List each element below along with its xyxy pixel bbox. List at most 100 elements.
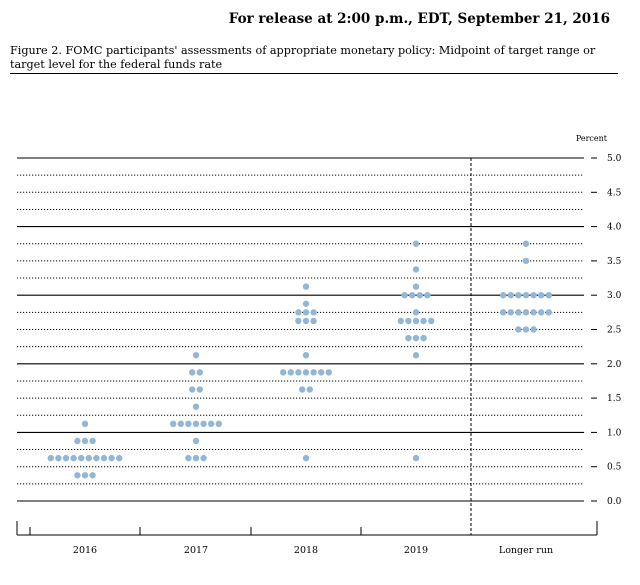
projection-dot — [295, 309, 302, 316]
y-tick-label: 1.0 — [607, 428, 622, 438]
projection-dot — [189, 369, 196, 376]
projection-dot — [420, 317, 427, 325]
projection-dot — [401, 292, 408, 299]
y-tick-label: 0.5 — [607, 463, 622, 473]
y-tick-label: 4.5 — [607, 188, 622, 198]
projection-dot — [177, 420, 184, 428]
projection-dot — [302, 300, 310, 307]
x-tick-label: 2019 — [404, 545, 428, 556]
projection-dot — [302, 317, 310, 325]
y-tick-label: 3.0 — [607, 291, 622, 301]
projection-dot — [412, 317, 420, 325]
projection-dot — [70, 454, 77, 462]
projection-dot — [196, 369, 203, 376]
projection-dot — [302, 352, 310, 359]
y-tick-label: 0.0 — [607, 497, 622, 507]
x-tick-label: Longer run — [499, 545, 553, 556]
projection-dot — [412, 352, 420, 359]
projection-dot — [409, 292, 416, 299]
projection-dot — [530, 292, 537, 299]
projection-dot — [500, 309, 507, 316]
projection-dot — [295, 317, 302, 325]
projection-dot — [208, 420, 215, 428]
projection-dot — [192, 454, 200, 462]
y-tick-label: 4.0 — [607, 223, 622, 233]
projection-dot — [302, 283, 310, 290]
projection-dot — [420, 334, 427, 342]
projection-dot — [74, 472, 81, 479]
projection-dot — [192, 437, 200, 445]
dots-layer — [47, 240, 552, 479]
projection-dot — [412, 283, 420, 290]
projection-dot — [81, 472, 89, 479]
x-tick-label: 2018 — [294, 545, 318, 556]
projection-dot — [515, 292, 522, 299]
y-tick-labels: 5.0 4.5 4.0 3.5 3.0 2.5 2.0 1.5 1.0 0.5 0.0 — [591, 154, 622, 507]
x-axis — [16, 521, 598, 536]
projection-dot — [170, 420, 177, 428]
projection-dot — [515, 326, 522, 333]
projection-dot — [412, 240, 420, 247]
projection-dot — [74, 437, 81, 445]
x-tick-label: 2016 — [73, 545, 97, 556]
projection-dot — [185, 454, 192, 462]
release-notice: For release at 2:00 p.m., EDT, September… — [228, 11, 610, 27]
projection-dot — [200, 420, 207, 428]
projection-dot — [287, 369, 294, 376]
projection-dot — [428, 317, 435, 325]
projection-dot — [325, 369, 332, 376]
x-tick-labels: 2016 2017 2018 2019 Longer run — [73, 545, 553, 556]
projection-dot — [397, 317, 404, 325]
projection-dot — [522, 292, 530, 299]
projection-dot — [85, 454, 93, 462]
projection-dot — [530, 326, 537, 333]
projection-dot — [215, 420, 222, 428]
projection-dot — [310, 317, 317, 325]
projection-dot — [306, 386, 313, 393]
projection-dot — [89, 472, 96, 479]
projection-dot — [405, 317, 412, 325]
projection-dot — [280, 369, 287, 376]
projection-dot — [108, 454, 115, 462]
projection-dot — [89, 437, 96, 445]
y-tick-label: 1.5 — [607, 394, 622, 404]
projection-dot — [302, 309, 310, 316]
y-tick-label: 3.5 — [607, 257, 622, 267]
y-tick-label: 2.5 — [607, 326, 622, 336]
projection-dot — [192, 420, 200, 428]
projection-dot — [100, 454, 108, 462]
projection-dot — [200, 454, 207, 462]
projection-dot — [538, 309, 545, 316]
projection-dot — [189, 386, 196, 393]
projection-dot — [412, 266, 420, 273]
projection-dot — [81, 420, 89, 428]
projection-dot — [530, 309, 537, 316]
projection-dot — [507, 309, 514, 316]
projection-dot — [522, 240, 530, 247]
projection-dot — [55, 454, 62, 462]
projection-dot — [318, 369, 325, 376]
projection-dot — [424, 292, 431, 299]
projection-dot — [47, 454, 54, 462]
projection-dot — [295, 369, 302, 376]
y-axis-unit-label: Percent — [576, 134, 608, 143]
projection-dot — [192, 352, 200, 359]
projection-dot — [192, 403, 200, 410]
y-tick-label: 5.0 — [607, 154, 622, 164]
projection-dot — [405, 334, 412, 342]
projection-dot — [412, 454, 420, 462]
x-tick-label: 2017 — [184, 545, 208, 556]
projection-dot — [522, 326, 530, 333]
projection-dot — [93, 454, 100, 462]
projection-dot — [81, 437, 89, 445]
projection-dot — [116, 454, 123, 462]
projection-dot — [299, 386, 306, 393]
projection-dot — [416, 292, 423, 299]
y-tick-label: 2.0 — [607, 360, 622, 370]
projection-dot — [302, 454, 310, 462]
projection-dot — [545, 309, 552, 316]
projection-dot — [302, 369, 310, 376]
projection-dot — [538, 292, 545, 299]
figure-caption: Figure 2. FOMC participants' assessments… — [10, 44, 596, 71]
